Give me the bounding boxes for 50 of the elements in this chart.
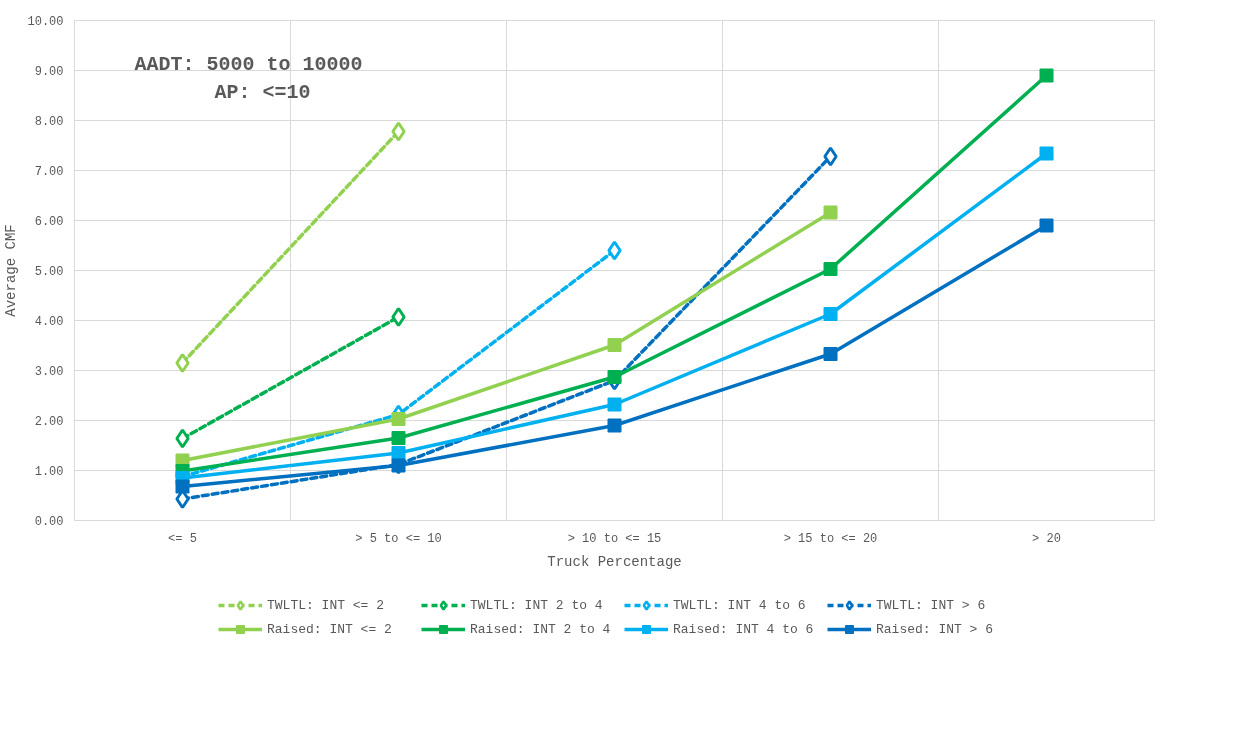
point (1039, 146, 1054, 161)
legend-label: Raised: INT 2 to 4 (470, 621, 612, 637)
point (823, 347, 838, 361)
point (607, 370, 622, 384)
y-tick-label: 1.00 (34, 465, 64, 479)
point (175, 428, 190, 449)
legend-label: TWLTL: INT > 6 (876, 597, 987, 613)
point (175, 353, 190, 373)
point (391, 446, 406, 460)
y-tick-label: 6.00 (34, 215, 64, 229)
point (1039, 218, 1054, 233)
point (391, 431, 406, 445)
point (607, 240, 622, 261)
x-tick-label: > 20 (1032, 531, 1061, 546)
y-tick-label: 3.00 (34, 365, 64, 379)
y-tick-label: 7.00 (34, 165, 64, 179)
x-tick-label: <= 5 (168, 531, 197, 546)
point (823, 146, 838, 167)
legend-label: Raised: INT <= 2 (267, 621, 393, 637)
point (391, 121, 406, 142)
point (823, 205, 838, 220)
y-tick-label: 5.00 (34, 265, 64, 279)
annotation: AADT: 5000 to 10000 (134, 52, 363, 76)
legend-label: TWLTL: INT <= 2 (267, 597, 386, 613)
y-tick-label: 9.00 (34, 65, 64, 79)
point (607, 397, 622, 412)
legend-label: Raised: INT > 6 (876, 621, 995, 637)
x-tick-label: > 15 to <= 20 (783, 531, 878, 546)
y-axis-title: Average CMF (3, 224, 20, 317)
annotation: AP: <=10 (214, 80, 311, 104)
x-axis-title: Truck Percentage (547, 553, 682, 570)
legend-label: TWLTL: INT 2 to 4 (470, 597, 604, 613)
y-tick-label: 0.00 (34, 515, 64, 529)
point (391, 458, 406, 473)
point (1039, 68, 1054, 83)
x-tick-label: > 5 to <= 10 (355, 531, 442, 546)
y-tick-label: 8.00 (34, 115, 64, 129)
point (175, 479, 190, 494)
legend-label: TWLTL: INT 4 to 6 (673, 597, 807, 613)
point (391, 412, 406, 426)
legend-label: Raised: INT 4 to 6 (673, 621, 815, 637)
point (607, 418, 622, 433)
point (607, 338, 622, 352)
x-tick-label: > 10 to <= 15 (567, 531, 662, 546)
point (391, 307, 406, 327)
y-tick-label: 2.00 (34, 415, 64, 429)
point (823, 262, 838, 276)
y-tick-label: 4.00 (34, 315, 64, 329)
point (823, 307, 838, 321)
y-tick-label: 10.00 (27, 15, 64, 29)
